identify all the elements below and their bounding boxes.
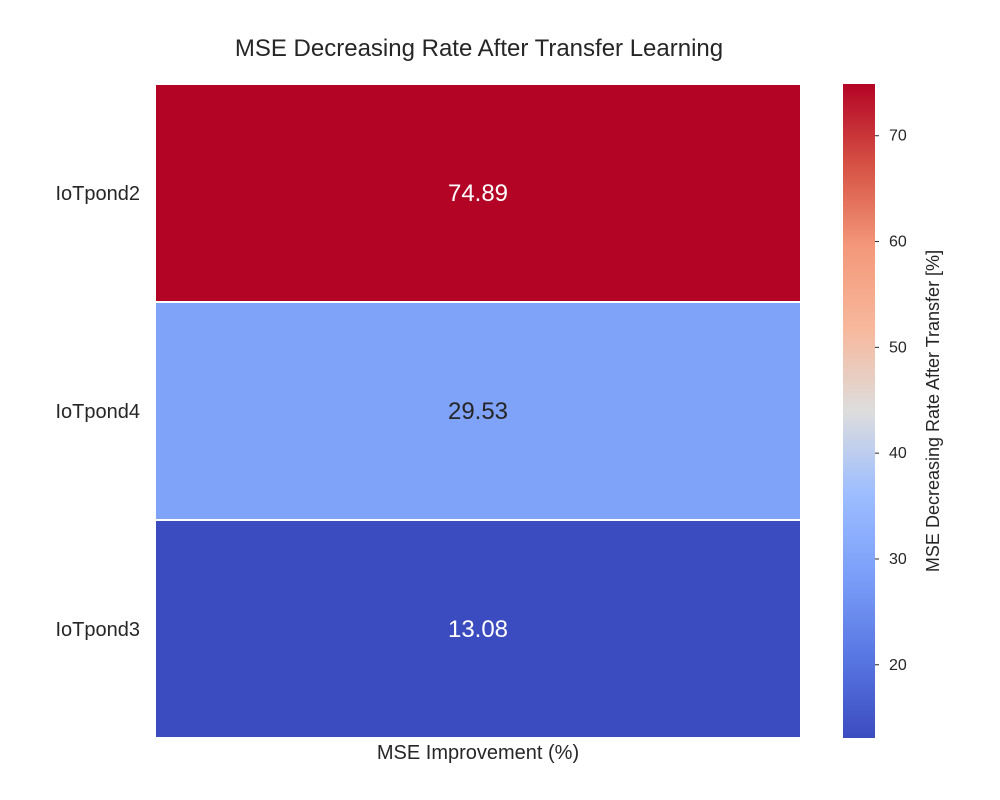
- colorbar: 20 30 40 50 60 70 MSE Decreasing Rate After T…: [843, 84, 943, 738]
- colorbar-tick-label: 20: [889, 657, 907, 674]
- colorbar-tick-label: 30: [889, 551, 907, 568]
- cell-value-label: 13.08: [448, 616, 508, 643]
- colorbar-ticks: 20 30 40 50 60 70: [875, 128, 907, 674]
- cell-value-label: 74.89: [448, 180, 508, 207]
- chart-title: MSE Decreasing Rate After Transfer Learn…: [235, 35, 723, 62]
- y-tick-labels: IoTpond2 IoTpond4 IoTpond3: [55, 183, 140, 641]
- heatmap-cells: 74.89 29.53 13.08: [154, 83, 802, 739]
- colorbar-label: MSE Decreasing Rate After Transfer [%]: [923, 250, 943, 572]
- y-tick-label: IoTpond3: [55, 619, 140, 641]
- cell-value-label: 29.53: [448, 398, 508, 425]
- y-tick-label: IoTpond4: [55, 401, 140, 423]
- heatmap-cell: [154, 519, 802, 739]
- colorbar-gradient: [843, 84, 875, 738]
- colorbar-tick-label: 50: [889, 339, 907, 356]
- y-tick-label: IoTpond2: [55, 183, 140, 205]
- colorbar-tick-label: 40: [889, 445, 907, 462]
- colorbar-tick-label: 70: [889, 128, 907, 145]
- x-axis-label: MSE Improvement (%): [377, 742, 579, 764]
- heatmap-cell: [154, 301, 802, 521]
- colorbar-tick-label: 60: [889, 234, 907, 251]
- heatmap-cell: [154, 83, 802, 303]
